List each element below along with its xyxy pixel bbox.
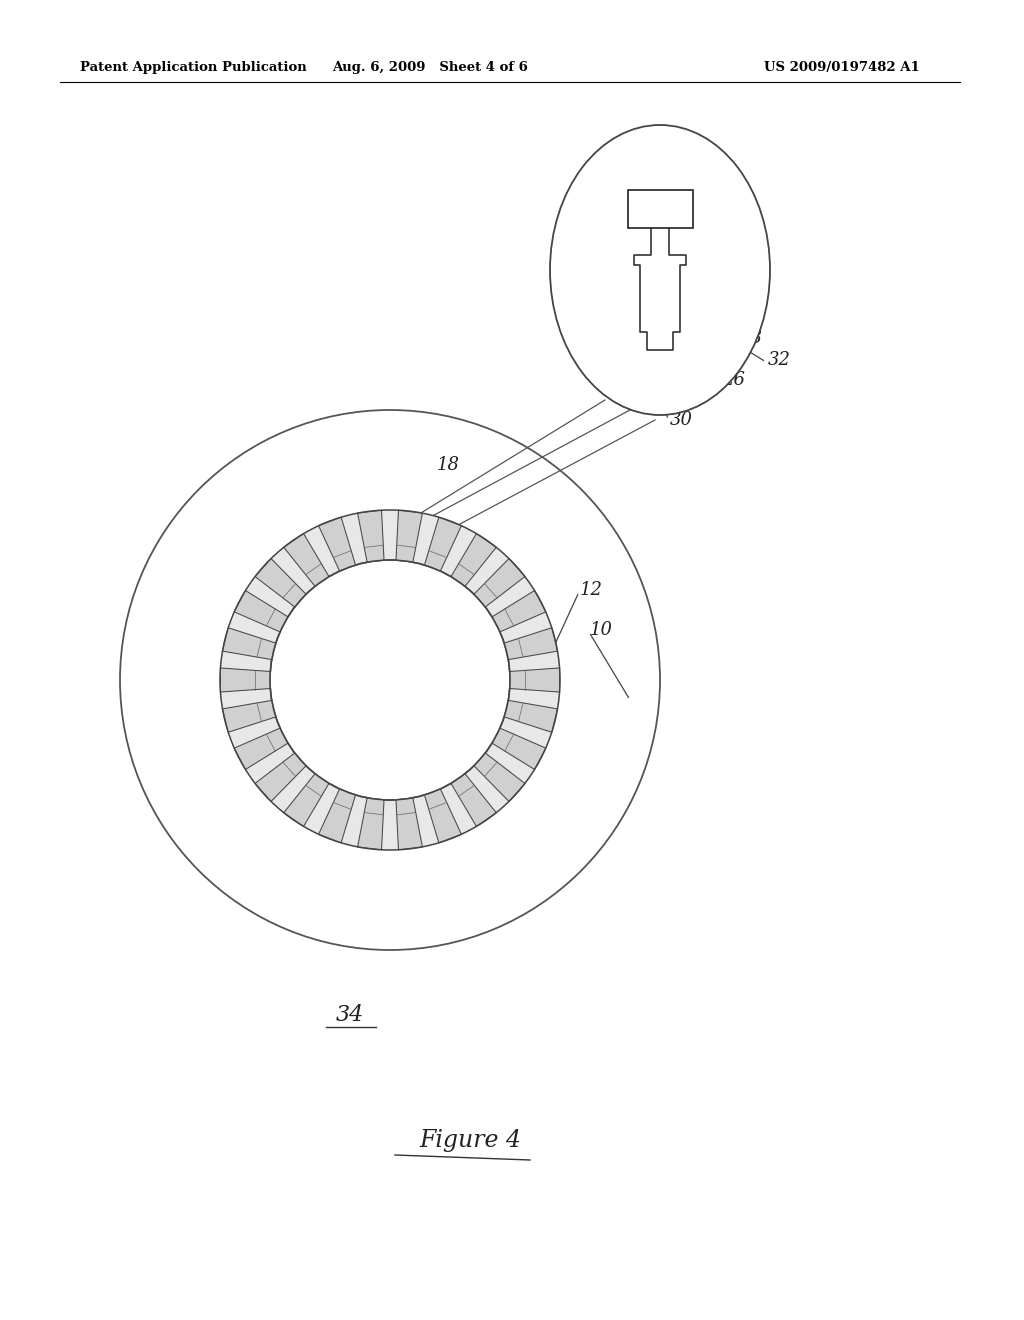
Polygon shape [493, 729, 546, 770]
Polygon shape [284, 774, 329, 826]
Text: 22: 22 [366, 684, 394, 706]
Polygon shape [357, 797, 384, 850]
Text: US 2009/0197482 A1: US 2009/0197482 A1 [764, 62, 920, 74]
Polygon shape [396, 511, 422, 562]
Polygon shape [222, 628, 275, 660]
Polygon shape [451, 533, 497, 586]
Circle shape [220, 510, 560, 850]
Polygon shape [504, 701, 557, 733]
Text: 18: 18 [437, 455, 460, 474]
Polygon shape [222, 701, 275, 733]
Polygon shape [425, 789, 462, 843]
Polygon shape [396, 797, 422, 850]
Polygon shape [451, 774, 497, 826]
Text: 34: 34 [336, 1005, 365, 1026]
Polygon shape [493, 590, 546, 632]
Polygon shape [474, 752, 525, 801]
Text: 32: 32 [768, 351, 791, 370]
Text: 12: 12 [580, 581, 603, 599]
Polygon shape [220, 668, 270, 692]
Polygon shape [318, 517, 355, 572]
Text: 18: 18 [740, 329, 763, 347]
Text: 10: 10 [590, 620, 613, 639]
Polygon shape [255, 752, 306, 801]
Text: 30: 30 [670, 411, 693, 429]
Polygon shape [234, 729, 288, 770]
Text: Figure 4: Figure 4 [419, 1129, 521, 1151]
Polygon shape [504, 628, 557, 660]
Bar [628, 190, 692, 228]
Text: Aug. 6, 2009   Sheet 4 of 6: Aug. 6, 2009 Sheet 4 of 6 [332, 62, 528, 74]
Polygon shape [284, 533, 329, 586]
Polygon shape [234, 590, 288, 632]
Polygon shape [318, 789, 355, 843]
Polygon shape [474, 558, 525, 607]
Polygon shape [357, 511, 384, 562]
Polygon shape [510, 668, 559, 692]
Text: 26: 26 [722, 371, 745, 389]
Text: Patent Application Publication: Patent Application Publication [80, 62, 307, 74]
Polygon shape [255, 558, 306, 607]
Ellipse shape [550, 125, 770, 414]
Polygon shape [425, 517, 462, 572]
Circle shape [270, 560, 510, 800]
